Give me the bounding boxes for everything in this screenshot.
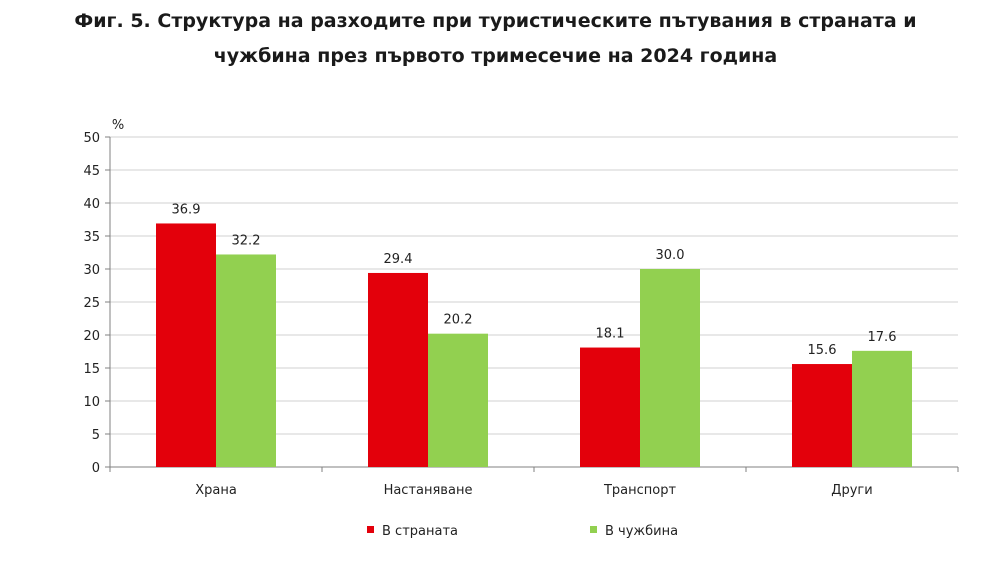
y-tick-label: 35 (83, 230, 100, 245)
y-tick-label: 30 (83, 263, 100, 278)
chart-title: Фиг. 5. Структура на разходите при турис… (0, 4, 991, 74)
y-tick-label: 20 (83, 329, 100, 344)
x-category-label: Транспорт (603, 483, 677, 498)
bar (792, 364, 852, 467)
y-tick-label: 5 (92, 428, 100, 443)
data-label: 17.6 (868, 330, 897, 345)
y-tick-label: 40 (83, 197, 100, 212)
y-tick-label: 0 (92, 461, 100, 476)
chart-title-line-1: Фиг. 5. Структура на разходите при турис… (74, 10, 917, 32)
legend-label: В чужбина (605, 524, 678, 539)
bar (216, 254, 276, 467)
data-label: 18.1 (596, 327, 625, 342)
bar (368, 272, 428, 467)
data-label: 29.4 (384, 252, 413, 267)
x-category-label: Храна (195, 483, 237, 498)
data-label: 36.9 (172, 202, 201, 217)
y-tick-label: 25 (83, 296, 100, 311)
y-tick-label: 45 (83, 164, 100, 179)
y-tick-label: 15 (83, 362, 100, 377)
bar (580, 347, 640, 467)
bar (640, 269, 700, 467)
chart-title-line-2: чужбина през първото тримесечие на 2024 … (213, 45, 778, 67)
x-category-label: Други (831, 483, 872, 498)
legend-swatch (367, 526, 374, 533)
legend-label: В страната (382, 524, 458, 539)
data-label: 15.6 (808, 343, 837, 358)
data-label: 30.0 (656, 248, 685, 263)
y-tick-label: 50 (83, 131, 100, 146)
y-axis-label: % (112, 118, 124, 133)
data-label: 20.2 (444, 313, 473, 328)
bar (156, 223, 216, 467)
x-category-label: Настаняване (384, 483, 473, 498)
data-label: 32.2 (232, 233, 261, 248)
bar (852, 350, 912, 467)
legend-swatch (590, 526, 597, 533)
y-tick-label: 10 (83, 395, 100, 410)
bar (428, 333, 488, 467)
